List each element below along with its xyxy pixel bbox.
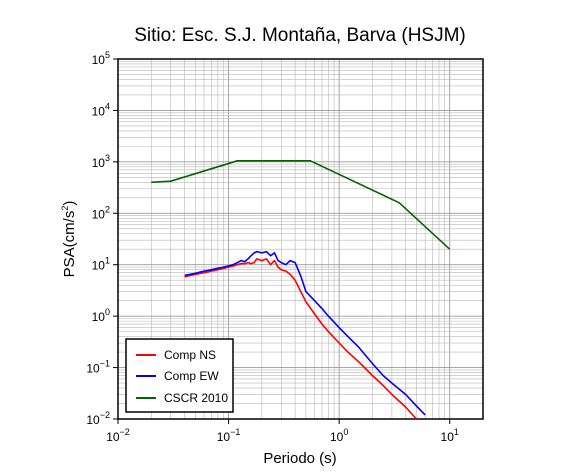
x-tick-labels: 10−2 10−1 100 101 — [106, 419, 459, 444]
x-tick-label: 100 — [330, 427, 348, 444]
x-tick-label: 10−1 — [217, 427, 241, 444]
x-tick-label: 10−2 — [106, 427, 130, 444]
y-tick-labels: 10−2 10−1 100 101 102 103 104 105 — [86, 50, 118, 427]
y-tick-label: 104 — [92, 101, 110, 118]
series-layer — [151, 160, 451, 420]
x-axis-label: Periodo (s) — [263, 450, 336, 467]
y-axis-label-main: PSA(cm/s — [61, 211, 78, 278]
y-axis-label-close: ) — [61, 201, 78, 206]
chart-title: Sitio: Esc. S.J. Montaña, Barva (HSJM) — [134, 25, 466, 46]
legend-label-comp-ns: Comp NS — [164, 348, 216, 362]
y-tick-label: 102 — [92, 204, 110, 221]
y-axis-label-sup: 2 — [60, 206, 70, 211]
plot-frame — [117, 58, 484, 420]
y-tick-label: 103 — [92, 153, 110, 170]
y-tick-label: 101 — [92, 256, 110, 273]
series-line-comp-ew — [184, 250, 426, 416]
legend-label-comp-ew: Comp EW — [164, 369, 219, 383]
grid — [117, 58, 484, 420]
y-tick-label: 10−2 — [86, 410, 110, 427]
y-tick-label: 100 — [92, 307, 110, 324]
x-tick-label: 101 — [441, 427, 459, 444]
legend: Comp NS Comp EW CSCR 2010 — [125, 338, 234, 413]
series-line-cscr-2010 — [151, 160, 451, 250]
series-line-comp-ns — [184, 258, 417, 420]
y-tick-label: 105 — [92, 50, 110, 67]
y-axis-label: PSA(cm/s2) — [60, 201, 78, 278]
y-tick-label: 10−1 — [86, 359, 110, 376]
legend-label-cscr-2010: CSCR 2010 — [164, 391, 228, 405]
